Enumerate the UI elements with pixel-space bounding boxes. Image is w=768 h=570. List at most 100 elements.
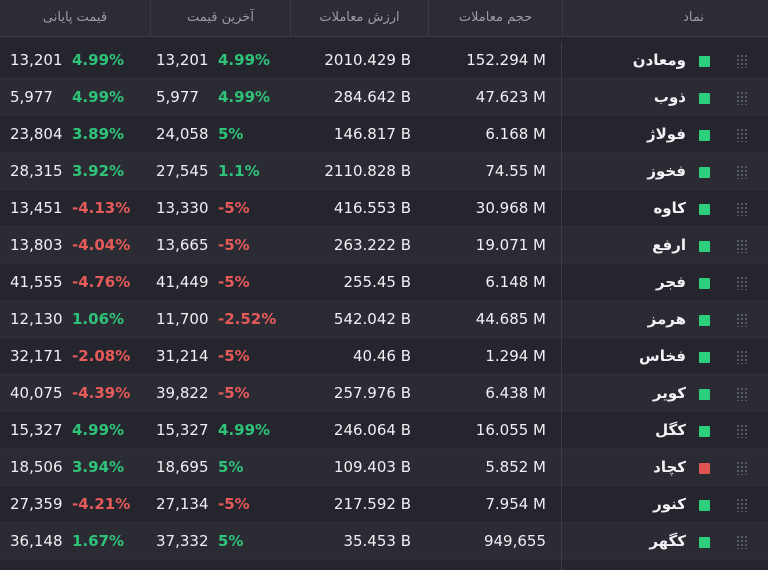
drag-handle-icon[interactable] [736, 202, 748, 216]
table-row[interactable]: 41,555 -4.76% 41,449 -5% 255.45 B 6.148 M فجر [0, 264, 768, 301]
table-row[interactable]: 12,130 1.06% 11,700 -2.52% 542.042 B 44.685 M… [0, 301, 768, 338]
symbol-name[interactable]: کویر [652, 384, 686, 402]
trade-volume: 949,655 [483, 532, 546, 550]
status-marker-icon [699, 352, 710, 363]
last-price: 5,977 [156, 88, 199, 106]
header-trade-volume[interactable]: حجم معاملات [428, 0, 562, 36]
trade-value: 542.042 B [333, 310, 411, 328]
status-marker-icon [699, 500, 710, 511]
close-price: 5,977 [10, 88, 53, 106]
table-row[interactable]: 13,451 -4.13% 13,330 -5% 416.553 B 30.968 M کا… [0, 190, 768, 227]
trade-value: 263.222 B [333, 236, 411, 254]
symbol-name[interactable]: کچاد [653, 458, 686, 476]
table-row[interactable]: 32,171 -2.08% 31,214 -5% 40.46 B 1.294 M فخاس [0, 338, 768, 375]
drag-handle-icon[interactable] [736, 128, 748, 142]
header-close-price[interactable]: قیمت پایانی [42, 10, 108, 25]
last-change-pct: -5% [218, 236, 250, 254]
close-change-pct: 3.94% [72, 458, 125, 476]
drag-handle-icon[interactable] [736, 54, 748, 68]
close-price: 36,148 [10, 532, 63, 550]
trade-value: 217.592 B [333, 495, 411, 513]
symbol-name[interactable]: فخاس [639, 347, 686, 365]
last-price: 27,134 [156, 495, 209, 513]
last-price: 24,058 [156, 125, 209, 143]
symbol-name[interactable]: کاوه [653, 199, 686, 217]
table-body: 13,201 4.99% 13,201 4.99% 2010.429 B 152.294 … [0, 42, 768, 560]
table-row[interactable]: 36,148 1.67% 37,332 5% 35.453 B 949,655 کگهر [0, 523, 768, 560]
last-change-pct: -5% [218, 199, 250, 217]
symbol-name[interactable]: کگل [655, 421, 686, 439]
status-marker-icon [699, 241, 710, 252]
header-symbol[interactable]: نماد [562, 0, 768, 36]
drag-handle-icon[interactable] [736, 239, 748, 253]
table-row[interactable]: 18,506 3.94% 18,695 5% 109.403 B 5.852 M کچاد [0, 449, 768, 486]
symbol-name[interactable]: کگهر [649, 532, 686, 550]
symbol-name[interactable]: ارفع [652, 236, 686, 254]
last-price: 31,214 [156, 347, 209, 365]
status-marker-icon [699, 389, 710, 400]
table-row[interactable]: 5,977 4.99% 5,977 4.99% 284.642 B 47.623 M ذوب [0, 79, 768, 116]
table-row[interactable]: 28,315 3.92% 27,545 1.1% 2110.828 B 74.55 M فخ… [0, 153, 768, 190]
symbol-name[interactable]: کنور [653, 495, 686, 513]
last-change-pct: 1.1% [218, 162, 260, 180]
drag-handle-icon[interactable] [736, 91, 748, 105]
close-change-pct: 1.06% [72, 310, 125, 328]
trade-volume: 152.294 M [466, 51, 546, 69]
drag-handle-icon[interactable] [736, 461, 748, 475]
symbol-name[interactable]: فجر [656, 273, 686, 291]
last-price: 18,695 [156, 458, 209, 476]
drag-handle-icon[interactable] [736, 313, 748, 327]
status-marker-icon [699, 204, 710, 215]
symbol-name[interactable]: ذوب [653, 88, 686, 106]
symbol-name[interactable]: فولاژ [646, 125, 686, 143]
drag-handle-icon[interactable] [736, 535, 748, 549]
header-last-price[interactable]: آخرین قیمت [150, 0, 290, 36]
table-row[interactable]: 27,359 -4.21% 27,134 -5% 217.592 B 7.954 M کنو… [0, 486, 768, 523]
status-marker-icon [699, 56, 710, 67]
trade-volume: 47.623 M [475, 88, 546, 106]
symbol-column-divider [561, 42, 562, 570]
trade-volume: 1.294 M [485, 347, 546, 365]
last-change-pct: -5% [218, 495, 250, 513]
drag-handle-icon[interactable] [736, 387, 748, 401]
symbol-name[interactable]: ومعادن [632, 51, 686, 69]
trade-volume: 19.071 M [475, 236, 546, 254]
close-change-pct: 4.99% [72, 88, 125, 106]
table-row[interactable]: 40,075 -4.39% 39,822 -5% 257.976 B 6.438 M کوی… [0, 375, 768, 412]
last-change-pct: 4.99% [218, 51, 271, 69]
status-marker-icon [699, 463, 710, 474]
status-marker-icon [699, 537, 710, 548]
table-row[interactable]: 23,804 3.89% 24,058 5% 146.817 B 6.168 M فولاژ [0, 116, 768, 153]
trade-value: 257.976 B [333, 384, 411, 402]
trade-value: 146.817 B [333, 125, 411, 143]
close-price: 32,171 [10, 347, 63, 365]
header-trade-value[interactable]: ارزش معاملات [290, 0, 428, 36]
drag-handle-icon[interactable] [736, 165, 748, 179]
last-change-pct: 5% [218, 125, 244, 143]
status-marker-icon [699, 278, 710, 289]
drag-handle-icon[interactable] [736, 276, 748, 290]
trade-volume: 6.168 M [485, 125, 546, 143]
last-price: 27,545 [156, 162, 209, 180]
close-change-pct: -4.76% [72, 273, 131, 291]
close-change-pct: 3.92% [72, 162, 125, 180]
table-row[interactable]: 13,803 -4.04% 13,665 -5% 263.222 B 19.071 M ار… [0, 227, 768, 264]
symbol-name[interactable]: هرمز [647, 310, 686, 328]
table-row[interactable]: 15,327 4.99% 15,327 4.99% 246.064 B 16.055 M ک… [0, 412, 768, 449]
drag-handle-icon[interactable] [736, 350, 748, 364]
symbol-name[interactable]: فخوز [647, 162, 686, 180]
last-change-pct: -2.52% [218, 310, 277, 328]
last-change-pct: -5% [218, 384, 250, 402]
last-price: 15,327 [156, 421, 209, 439]
trade-value: 35.453 B [343, 532, 411, 550]
close-price: 13,451 [10, 199, 63, 217]
drag-handle-icon[interactable] [736, 498, 748, 512]
trade-value: 40.46 B [352, 347, 411, 365]
close-change-pct: 3.89% [72, 125, 125, 143]
close-change-pct: -4.21% [72, 495, 131, 513]
table-row[interactable]: 13,201 4.99% 13,201 4.99% 2010.429 B 152.294 … [0, 42, 768, 79]
trade-volume: 6.438 M [485, 384, 546, 402]
trade-volume: 5.852 M [485, 458, 546, 476]
drag-handle-icon[interactable] [736, 424, 748, 438]
